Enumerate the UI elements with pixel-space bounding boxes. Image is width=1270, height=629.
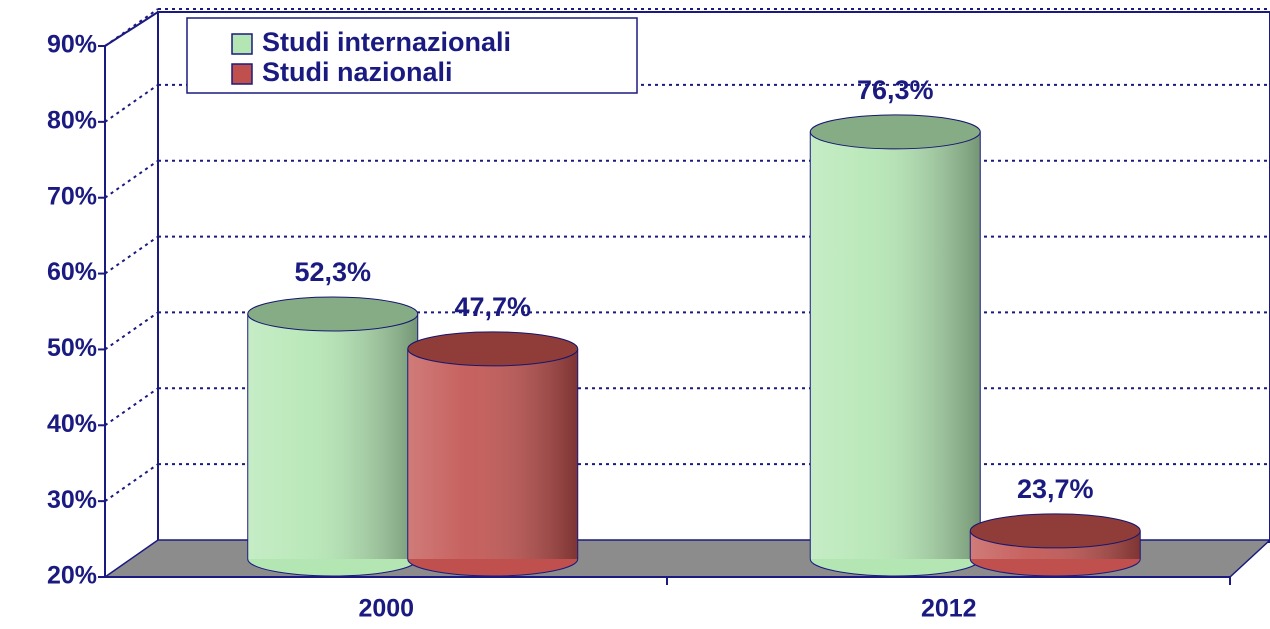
y-tick-label: 60% bbox=[47, 258, 97, 286]
data-label: 76,3% bbox=[857, 75, 934, 105]
legend-swatch bbox=[231, 33, 253, 55]
cylinder-base bbox=[809, 558, 981, 577]
cylinder-shade bbox=[810, 131, 981, 559]
cylinder-top bbox=[247, 296, 419, 332]
cylinder-base bbox=[969, 558, 1141, 577]
cylinder-top-shade bbox=[247, 296, 418, 331]
y-tick-label: 90% bbox=[47, 31, 97, 59]
legend bbox=[186, 17, 638, 94]
y-tick-label: 20% bbox=[47, 562, 97, 590]
grid-diagonal bbox=[104, 8, 159, 47]
cylinder-top bbox=[809, 114, 981, 150]
grid-diagonal bbox=[104, 463, 159, 502]
cylinder-top-shade bbox=[407, 331, 578, 366]
cylinder-base bbox=[407, 558, 579, 577]
cylinder-shade bbox=[407, 348, 578, 559]
cylinder-top bbox=[969, 513, 1141, 549]
legend-swatch bbox=[231, 63, 253, 85]
y-tick-label: 40% bbox=[47, 410, 97, 438]
data-label: 52,3% bbox=[294, 257, 371, 287]
data-label: 47,7% bbox=[454, 292, 531, 322]
cylinder-base bbox=[247, 558, 419, 577]
x-tick-label: 2012 bbox=[921, 595, 977, 623]
cylinder-top-shade bbox=[970, 513, 1141, 548]
plot bbox=[104, 8, 1270, 577]
cylinder-shade bbox=[247, 313, 418, 559]
cylinder bbox=[969, 513, 1141, 577]
y-tick-label: 30% bbox=[47, 486, 97, 514]
y-tick-label: 70% bbox=[47, 182, 97, 210]
cylinder-top bbox=[407, 331, 579, 367]
x-tick-label: 2000 bbox=[358, 595, 414, 623]
cylinder-top-shade bbox=[810, 114, 981, 149]
axis-edge bbox=[104, 11, 159, 47]
grid-diagonal bbox=[104, 311, 159, 351]
grid-diagonal bbox=[104, 387, 159, 427]
legend-label: Studi internazionali bbox=[262, 27, 511, 57]
y-tick-label: 80% bbox=[47, 106, 97, 134]
grid-diagonal bbox=[104, 84, 159, 123]
data-label: 23,7% bbox=[1017, 474, 1094, 504]
legend-label: Studi nazionali bbox=[262, 57, 453, 87]
cylinder bbox=[247, 296, 419, 577]
grid-diagonal bbox=[104, 235, 159, 275]
y-tick-label: 50% bbox=[47, 334, 97, 362]
grid-diagonal bbox=[104, 159, 159, 199]
cylinder bbox=[407, 331, 579, 577]
cylinder bbox=[809, 114, 981, 577]
